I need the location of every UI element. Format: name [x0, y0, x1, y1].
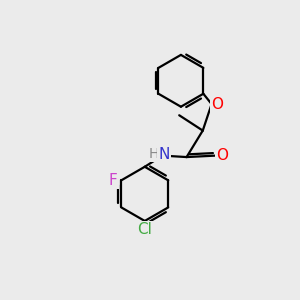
Text: O: O	[217, 148, 229, 163]
Text: Cl: Cl	[137, 222, 152, 237]
Text: O: O	[211, 97, 223, 112]
Text: N: N	[158, 147, 169, 162]
Text: H: H	[149, 147, 159, 161]
Text: F: F	[109, 173, 117, 188]
